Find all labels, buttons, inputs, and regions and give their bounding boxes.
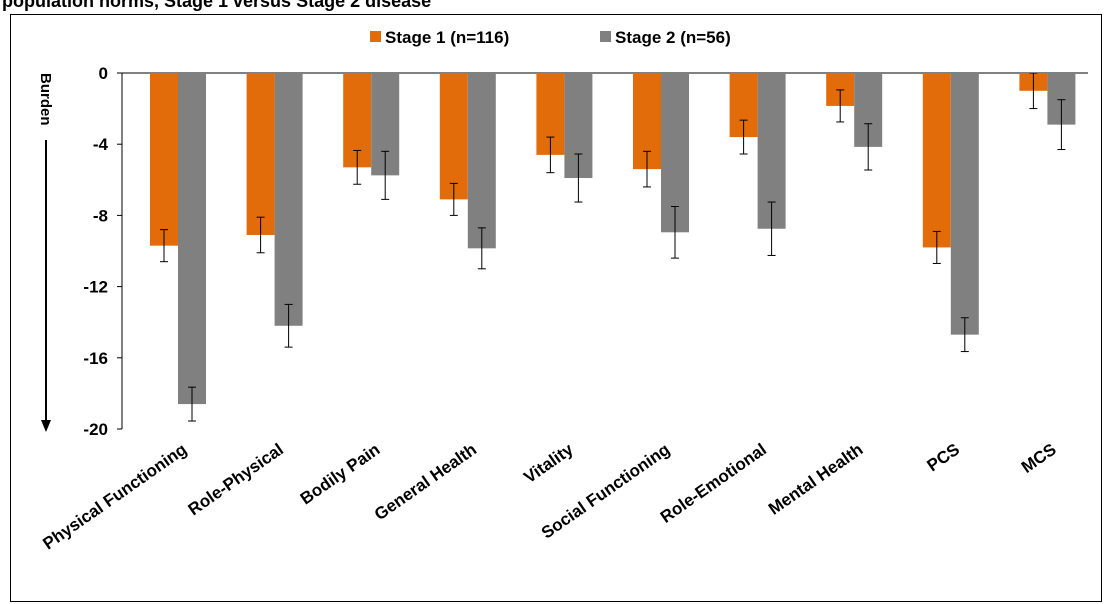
y-tick-label: -16 <box>83 349 108 368</box>
legend-swatch <box>600 31 611 42</box>
category-label: Role-Physical <box>185 440 287 520</box>
y-tick-label: -4 <box>93 135 109 154</box>
bar-stage2 <box>178 73 206 405</box>
burden-indicator: Burden <box>37 73 54 432</box>
burden-label: Burden <box>37 73 54 126</box>
category-label: Vitality <box>520 439 577 487</box>
bar-stage2 <box>274 73 303 326</box>
bar-stage1 <box>922 73 951 248</box>
category-label: General Health <box>371 440 480 524</box>
bar-stage2 <box>467 73 496 249</box>
category-label: PCS <box>924 440 964 476</box>
y-tick-label: 0 <box>99 64 108 83</box>
legend-swatch <box>370 31 381 42</box>
error-bars <box>160 72 1066 422</box>
bar-stage1 <box>439 73 468 200</box>
category-label: MCS <box>1018 440 1060 477</box>
y-tick-label: -12 <box>83 278 108 297</box>
legend-entry: Stage 2 (n=56) <box>615 28 731 47</box>
y-tick-label: -20 <box>83 420 108 439</box>
legend-entry: Stage 1 (n=116) <box>385 28 509 47</box>
category-label: Bodily Pain <box>297 440 384 509</box>
legend: Stage 1 (n=116) Stage 2 (n=56) <box>370 28 731 47</box>
bar-stage2 <box>661 73 689 233</box>
bar-stage2 <box>950 73 979 335</box>
bar-stage1 <box>246 73 275 235</box>
category-label: Physical Functioning <box>39 440 190 554</box>
burden-arrow-head <box>41 420 51 432</box>
category-label: Mental Health <box>765 440 866 519</box>
figure-title-fragment: population norms, Stage 1 versus Stage 2… <box>2 0 432 11</box>
y-tick-label: -8 <box>93 206 108 225</box>
bar-stage1 <box>150 73 178 246</box>
category-label: Role-Emotional <box>657 440 770 527</box>
